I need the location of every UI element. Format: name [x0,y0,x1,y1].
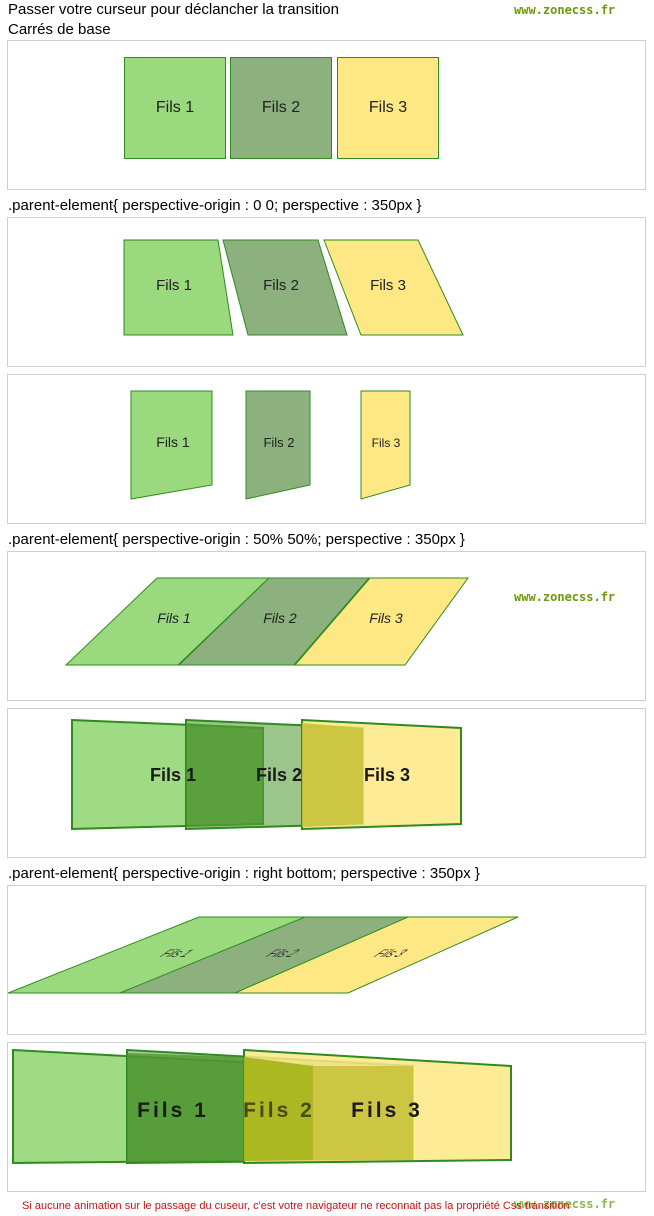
fils-3-shape [360,390,411,500]
instruction-text: Passer votre curseur pour déclancher la … [8,1,339,18]
fils-2-label: Fils 2 [243,1099,315,1122]
perspective-50-50-a-graphic: Fils 1 Fils 2 Fils 3 [64,577,469,666]
brand-link-inline[interactable]: www.zonecss.fr [514,590,616,604]
fils-2-label: Fils 2 [260,948,303,960]
base-squares-title: Carrés de base [8,21,111,38]
fils-2-label: Fils 2 [256,765,302,785]
fils-2-shape [177,577,371,666]
section-origin-50-50-label: .parent-element{ perspective-origin : 50… [8,531,465,548]
browser-warning: Si aucune animation sur le passage du cu… [22,1200,570,1212]
demo-box-origin-50-50-b[interactable]: Fils 1 Fils 2 Fils 3 [7,708,646,858]
perspective-right-bottom-b-graphic: Fils 1 Fils 2 Fils 3 [12,1048,512,1165]
fils-1-label: Fils 1 [157,610,190,626]
perspective-0-0-a-graphic: Fils 1 Fils 2 Fils 3 [123,239,464,336]
fils-3-square[interactable]: Fils 3 [337,57,439,159]
fils-1-label: Fils 1 [154,948,197,960]
footer-brand[interactable]: www.zonecss.fr [514,1197,616,1211]
fils-1-shape [123,239,234,336]
demo-box-origin-0-0-a[interactable]: Fils 1 Fils 2 Fils 3 [7,217,646,367]
fils-1-square[interactable]: Fils 1 [124,57,226,159]
brand-link[interactable]: www.zonecss.fr [514,3,616,17]
fils-2-shape [222,239,348,336]
overlap-2-3 [313,1066,413,1160]
fils-3-label: Fils 3 [364,765,410,785]
fils-2-label: Fils 2 [263,435,294,450]
perspective-50-50-b-graphic: Fils 1 Fils 2 Fils 3 [71,718,462,831]
perspective-0-0-b-graphic: Fils 1 Fils 2 Fils 3 [130,390,411,500]
section-origin-0-0-label: .parent-element{ perspective-origin : 0 … [8,197,422,214]
fils-3-label: Fils 3 [369,610,403,626]
fils-2-shape [245,390,311,500]
fils-2-label: Fils 2 [263,277,299,294]
overlap-1-3 [244,1057,313,1161]
fils-3-label: Fils 3 [351,1099,423,1122]
section-origin-right-bottom-label: .parent-element{ perspective-origin : ri… [8,865,480,882]
fils-1-label: Fils 1 [137,1099,209,1122]
fils-3-shape [323,239,464,336]
fils-3-shape [293,577,469,666]
fils-3-label: Fils 3 [372,436,401,450]
fils-2-square[interactable]: Fils 2 [230,57,332,159]
perspective-right-bottom-a-graphic: Fils 1 Fils 2 Fils 3 [8,916,519,994]
overlap-1-2 [186,723,263,827]
fils-1-label: Fils 1 [156,277,192,294]
demo-box-origin-0-0-b[interactable]: Fils 1 Fils 2 Fils 3 [7,374,646,524]
demo-box-base[interactable]: Fils 1 Fils 2 Fils 3 [7,40,646,190]
fils-1-label: Fils 1 [150,765,196,785]
overlap-2-3 [302,723,363,827]
demo-box-origin-right-bottom-b[interactable]: Fils 1 Fils 2 Fils 3 [7,1042,646,1192]
fils-1-shape [130,390,213,500]
fils-3-label: Fils 3 [368,948,411,960]
overlap-1-2 [127,1053,244,1162]
fils-2-label: Fils 2 [263,610,297,626]
fils-3-shape [234,916,519,994]
demo-box-origin-50-50-a[interactable]: Fils 1 Fils 2 Fils 3 www.zonecss.fr [7,551,646,701]
demo-box-origin-right-bottom-a[interactable]: Fils 1 Fils 2 Fils 3 [7,885,646,1035]
fils-1-label: Fils 1 [156,434,190,450]
fils-3-label: Fils 3 [370,277,406,294]
